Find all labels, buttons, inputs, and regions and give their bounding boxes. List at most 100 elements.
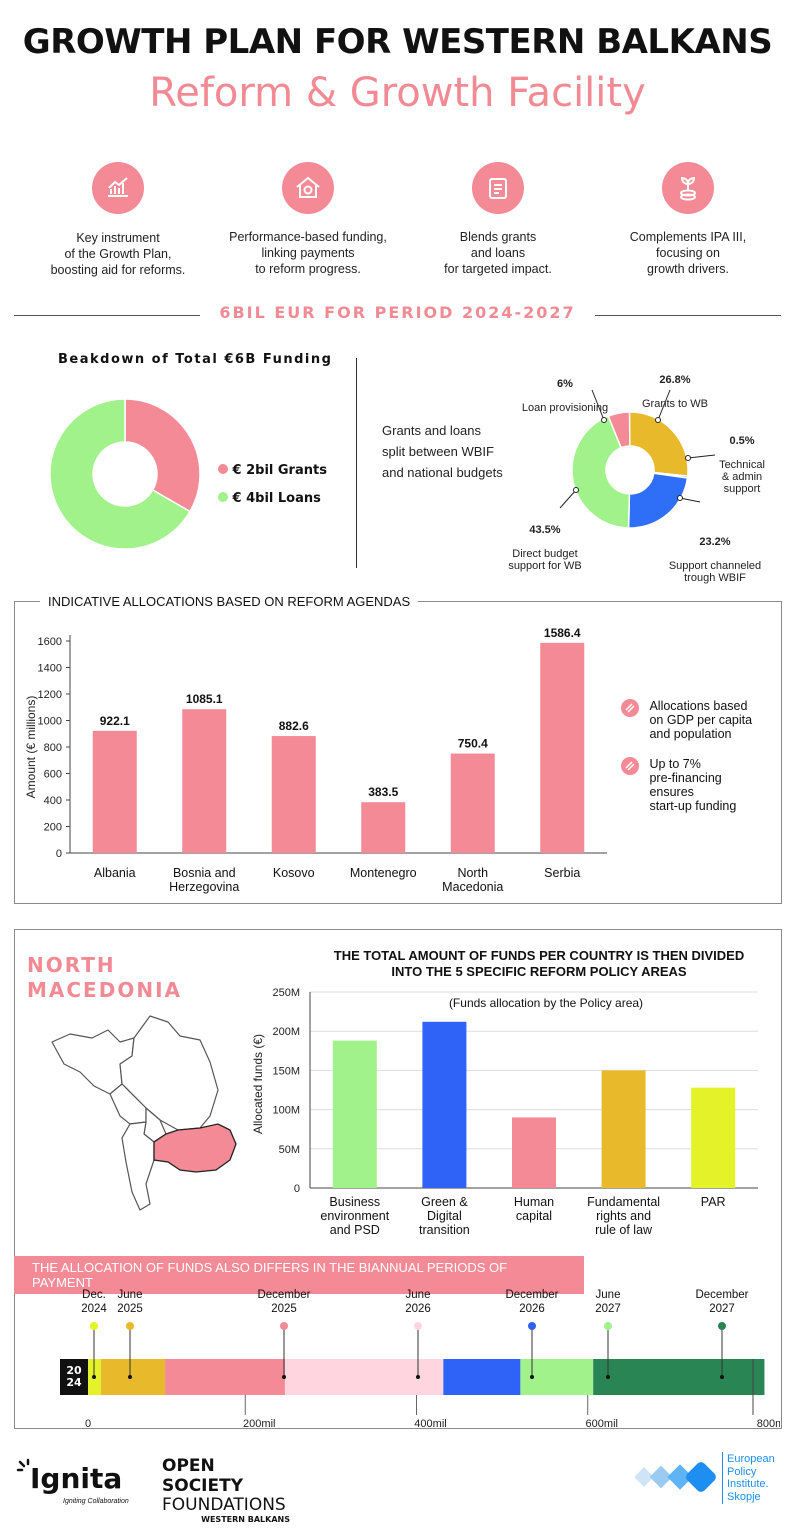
- payment-label: December 2026: [505, 1289, 558, 1315]
- year-badge: 20 24: [60, 1359, 88, 1395]
- category-label: Kosovo: [273, 866, 315, 880]
- split-label-wbif: 23.2% Support channeled trough WBIF: [655, 524, 775, 596]
- payment-pin-dot: [128, 1375, 132, 1379]
- funding-slice-2: [50, 398, 191, 550]
- policy-bar-chart: 0 50M 100M 150M 200M 250M Allocated funds (€) B…: [251, 987, 758, 1237]
- payment-pin-head: [604, 1322, 612, 1330]
- category-label: Serbia: [544, 866, 580, 880]
- y-tick-label: 100M: [272, 1105, 300, 1117]
- plant-coins-icon: [662, 162, 714, 214]
- payment-pin-dot: [416, 1375, 420, 1379]
- note-2-text: Up to 7% pre-financing ensures start-up …: [649, 757, 737, 813]
- bar-1: [92, 730, 137, 853]
- stripes-icon: [621, 699, 639, 717]
- epi-name: European Policy Institute. Skopje: [727, 1453, 775, 1503]
- policy-bar-4: [601, 1070, 646, 1188]
- policy-bar-5: [691, 1087, 736, 1188]
- y-tick-label: 150M: [272, 1065, 300, 1077]
- payment-label: June 2026: [405, 1289, 431, 1315]
- split-label-loan-provisioning: 6% Loan provisioning: [510, 366, 620, 426]
- policy-bar-1: [332, 1040, 377, 1188]
- funding-slice-1: [124, 398, 201, 513]
- split-name-5: Direct budget support for WB: [508, 548, 582, 572]
- page-title: GROWTH PLAN FOR WESTERN BALKANS: [22, 22, 773, 62]
- category-label: Montenegro: [350, 866, 417, 880]
- divider-right: [595, 315, 781, 316]
- x-tick-label: 800mil: [757, 1418, 780, 1430]
- payments-banner: THE ALLOCATION OF FUNDS ALSO DIFFERS IN …: [14, 1256, 584, 1294]
- allocations-bar-chart: 0 200 400 600 800 1000 1200 1400 1600 Amount (€ m…: [24, 626, 607, 894]
- split-slice-5: [571, 415, 631, 529]
- payment-pin-head: [90, 1322, 98, 1330]
- checklist-icon: [472, 162, 524, 214]
- bar-3: [271, 736, 316, 853]
- bar-2: [182, 709, 227, 853]
- y-tick-label: 0: [56, 848, 62, 860]
- stripes-icon: [621, 757, 639, 775]
- bar-value-label: 1085.1: [186, 692, 223, 706]
- osf-line1: OPEN SOCIETY: [162, 1456, 244, 1496]
- legend-loans-label: € 4bil Loans: [232, 491, 321, 506]
- chart-growth-icon: [92, 162, 144, 214]
- split-leader-lines: [559, 389, 716, 509]
- bar-value-label: 750.4: [458, 737, 488, 751]
- loans-swatch: [218, 492, 228, 502]
- policy-category-label: Fundamental rights and rule of law: [587, 1195, 660, 1237]
- spark-icon: [16, 1458, 30, 1472]
- split-text: Grants and loans split between WBIF and …: [382, 423, 503, 480]
- north-macedonia-region: [153, 1123, 237, 1173]
- policy-bar-3: [512, 1117, 556, 1188]
- bar-4: [361, 802, 406, 853]
- payment-pin-dot: [606, 1375, 610, 1379]
- funding-donut-chart: [50, 398, 201, 550]
- payment-segment-3: [165, 1359, 285, 1395]
- split-pct-1: 6%: [557, 378, 573, 390]
- x-tick-label: 0: [85, 1418, 91, 1430]
- category-label: Bosnia and Herzegovina: [169, 866, 239, 894]
- legend-grants: € 2bil Grants: [218, 463, 327, 478]
- note-1-text: Allocations based on GDP per capita and …: [649, 699, 753, 741]
- ignita-tagline: Igniting Collaboration: [63, 1498, 129, 1505]
- y-tick-label: 400: [44, 795, 62, 807]
- split-label-grants: 26.8% Grants to WB: [630, 362, 720, 422]
- y-axis-label: Allocated funds (€): [251, 1034, 265, 1134]
- ignita-name: Ignita: [30, 1462, 123, 1495]
- y-tick-label: 0: [294, 1183, 300, 1195]
- split-pct-5: 43.5%: [529, 524, 561, 536]
- policy-category-label: Human capital: [514, 1195, 554, 1223]
- macedonia-heading: THE TOTAL AMOUNT OF FUNDS PER COUNTRY IS…: [333, 948, 745, 979]
- legend-grants-label: € 2bil Grants: [232, 463, 327, 478]
- split-slice-2: [628, 411, 689, 477]
- bar-value-label: 383.5: [368, 785, 398, 799]
- split-donut-chart: [571, 411, 689, 529]
- y-axis-label: Amount (€ millions): [24, 696, 38, 799]
- bar-value-label: 922.1: [100, 714, 130, 728]
- balkans-map: [51, 1015, 237, 1211]
- payment-pin-head: [414, 1322, 422, 1330]
- category-label: Albania: [94, 866, 136, 880]
- macedonia-box: [14, 929, 782, 1429]
- feature-text-4: Complements IPA III, focusing on growth …: [629, 230, 747, 276]
- split-name-3: Technical & admin support: [719, 459, 765, 495]
- payment-label: June 2027: [595, 1289, 621, 1315]
- split-label-direct: 43.5% Direct budget support for WB: [490, 512, 600, 584]
- bar-value-label: 1586.4: [544, 626, 581, 640]
- bar-value-label: 882.6: [279, 719, 309, 733]
- payment-pin-dot: [530, 1375, 534, 1379]
- policy-bar-2: [422, 1021, 467, 1188]
- feature-text-2: Performance-based funding, linking payme…: [229, 230, 387, 276]
- payment-label: Dec. 2024: [81, 1289, 107, 1315]
- bar-5: [450, 753, 495, 853]
- payment-label: December 2027: [695, 1289, 748, 1315]
- bar-6: [540, 642, 585, 853]
- payment-pin-dot: [282, 1375, 286, 1379]
- payment-pin-head: [280, 1322, 288, 1330]
- y-tick-label: 200M: [272, 1026, 300, 1038]
- payment-pin-dot: [92, 1375, 96, 1379]
- osf-line2: FOUNDATIONS: [162, 1495, 286, 1515]
- y-tick-label: 200: [44, 822, 62, 834]
- payment-timeline-chart: Dec. 2024 June 2025 December 2025 June 2026 Dece…: [81, 1289, 780, 1430]
- split-pct-4: 23.2%: [699, 536, 731, 548]
- y-tick-label: 250M: [272, 987, 300, 999]
- country-name: NORTH MACEDONIA: [27, 953, 182, 1002]
